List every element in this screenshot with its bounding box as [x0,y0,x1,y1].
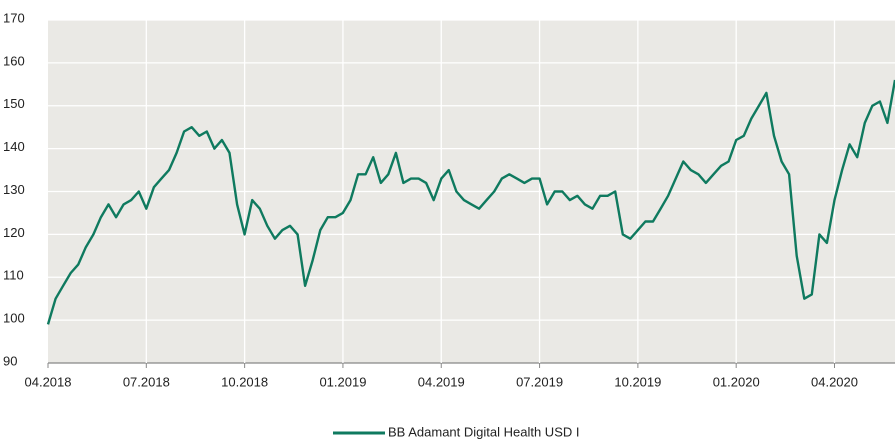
y-tick-label: 120 [3,225,25,240]
legend-label: BB Adamant Digital Health USD I [388,424,579,439]
y-tick-label: 110 [3,268,24,283]
x-tick-label: 10.2019 [614,374,661,389]
x-tick-label: 01.2019 [319,374,366,389]
y-tick-label: 100 [3,311,25,326]
x-tick-label: 07.2018 [123,374,170,389]
y-tick-label: 170 [3,10,25,25]
y-tick-label: 150 [3,96,25,111]
series-line [46,79,895,325]
y-tick-label: 130 [3,182,25,197]
y-tick-label: 90 [3,353,17,368]
y-tick-label: 140 [3,139,25,154]
x-tick-label: 04.2018 [25,374,72,389]
x-tick-label: 04.2020 [811,374,858,389]
x-tick-label: 04.2019 [418,374,465,389]
x-tick-label: 01.2020 [713,374,760,389]
y-tick-label: 160 [3,53,25,68]
x-tick-label: 10.2018 [221,374,268,389]
x-tick-label: 07.2019 [516,374,563,389]
